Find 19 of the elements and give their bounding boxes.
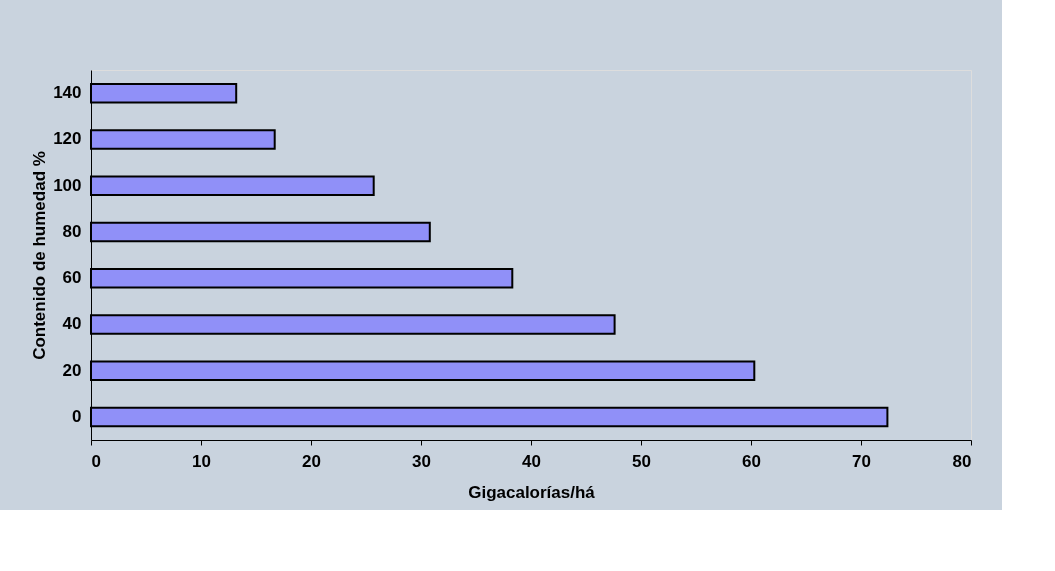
x-tick-label: 70 [852, 451, 871, 471]
y-tick-label: 80 [62, 221, 82, 241]
y-tick-label: 140 [53, 83, 82, 103]
x-tick-label: 10 [192, 451, 211, 471]
x-tick-label: 30 [412, 451, 431, 471]
x-tick-label: 40 [522, 451, 541, 471]
y-tick-label: 20 [62, 360, 82, 380]
y-tick-label: 120 [53, 129, 82, 149]
y-tick-label: 0 [72, 406, 82, 426]
y-axis-title: Contenido de humedad % [30, 151, 50, 360]
x-tick-label: 0 [91, 451, 101, 471]
x-tick-label: 50 [632, 451, 651, 471]
y-tick-label: 100 [53, 175, 82, 195]
y-tick-label: 60 [62, 268, 82, 288]
x-axis-title: Gigacalorías/há [468, 482, 596, 502]
x-tick-label: 20 [302, 451, 321, 471]
x-tick-label: 60 [742, 451, 761, 471]
x-tick-label: 80 [952, 451, 972, 471]
y-tick-label: 40 [62, 314, 82, 334]
